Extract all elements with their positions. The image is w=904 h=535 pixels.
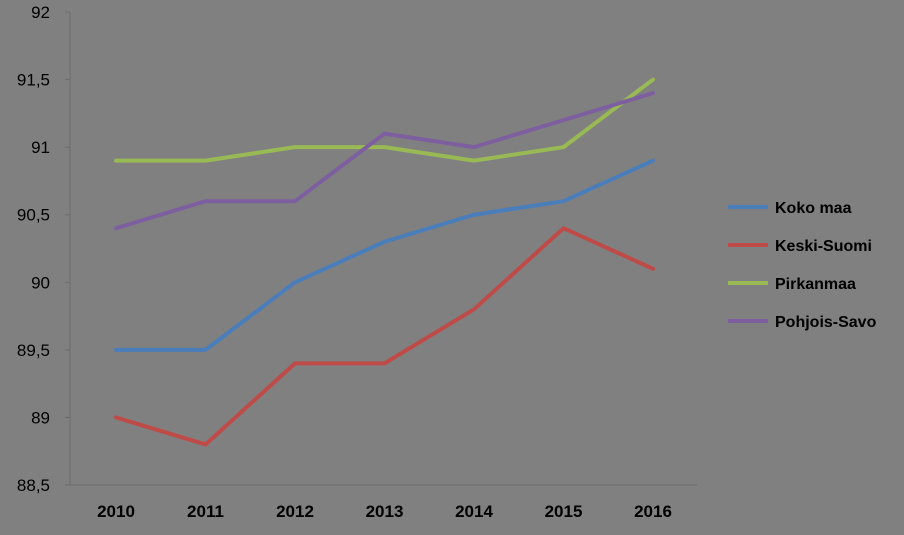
legend-label: Pohjois-Savo <box>775 314 877 331</box>
y-tick-label: 92 <box>31 3 50 22</box>
y-tick-label: 91,5 <box>17 71 50 90</box>
legend-label: Koko maa <box>775 200 852 217</box>
x-tick-label: 2012 <box>276 502 314 521</box>
x-tick-label: 2013 <box>366 502 404 521</box>
x-tick-label: 2016 <box>634 502 672 521</box>
series-lines <box>114 77 655 447</box>
legend-label: Keski-Suomi <box>775 238 872 255</box>
x-tick-label: 2014 <box>455 502 493 521</box>
series-line-pirkanmaa <box>114 77 655 163</box>
series-line-keski-suomi <box>114 226 655 447</box>
y-tick-label: 88,5 <box>17 476 50 495</box>
x-tick-label: 2010 <box>97 502 135 521</box>
y-tick-label: 90 <box>31 273 50 292</box>
legend: Koko maa Keski-Suomi Pirkanmaa Pohjois-Savo <box>728 200 877 331</box>
series-line-koko-maa <box>114 158 655 352</box>
y-tick-label: 90,5 <box>17 206 50 225</box>
axes: 88,5 89 89,5 90 90,5 91 91,5 92 2010 2011 2012 2013… <box>17 3 697 521</box>
y-tick-label: 89 <box>31 408 50 427</box>
x-tick-label: 2015 <box>545 502 583 521</box>
y-tick-label: 89,5 <box>17 341 50 360</box>
legend-label: Pirkanmaa <box>775 276 856 293</box>
x-tick-label: 2011 <box>187 502 224 521</box>
y-tick-label: 91 <box>31 138 50 157</box>
